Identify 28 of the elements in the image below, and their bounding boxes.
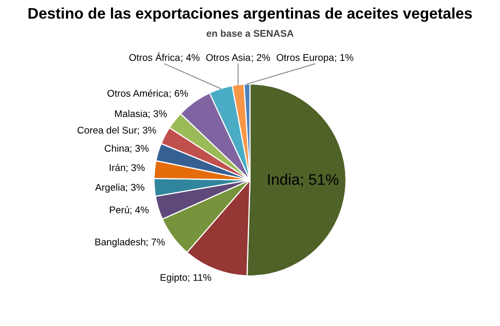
slice-label: Otros Europa — [276, 54, 334, 63]
chart-title: Destino de las exportaciones argentinas de aceites vegetales — [28, 8, 472, 22]
slice-label: Perú — [110, 206, 130, 214]
slice-label: Egipto — [160, 274, 188, 283]
data-label: ; 1% — [335, 54, 354, 62]
data-label: ; 6% — [170, 90, 188, 98]
slice-label: Otros Asia — [206, 54, 251, 61]
slice-label: Otros África — [129, 52, 180, 61]
data-label: ; 3% — [138, 126, 156, 135]
data-label: ; 3% — [126, 164, 145, 172]
data-label: ; 2% — [252, 54, 270, 62]
slice-label: Argelia — [95, 184, 126, 193]
slice-label: Irán — [110, 164, 126, 172]
slice-label: Otros América — [107, 90, 169, 97]
slice-label: India — [268, 174, 300, 185]
data-label: ; 4% — [130, 206, 149, 214]
slice-label: Bangladesh — [95, 238, 146, 248]
slice-label: China — [104, 144, 130, 152]
data-label: ; 4% — [181, 54, 200, 62]
data-label: ; 7% — [146, 238, 165, 247]
data-label: ; 3% — [148, 110, 167, 118]
data-label: ; 11% — [188, 274, 212, 282]
data-label: ; 3% — [130, 144, 149, 153]
data-label: ; 3% — [126, 184, 144, 192]
data-label: ; 51% — [301, 174, 338, 187]
slice-label: Corea del Sur — [78, 126, 137, 134]
slice-label: Malasia — [115, 110, 148, 118]
chart-subtitle: en base a SENASA — [206, 30, 294, 37]
